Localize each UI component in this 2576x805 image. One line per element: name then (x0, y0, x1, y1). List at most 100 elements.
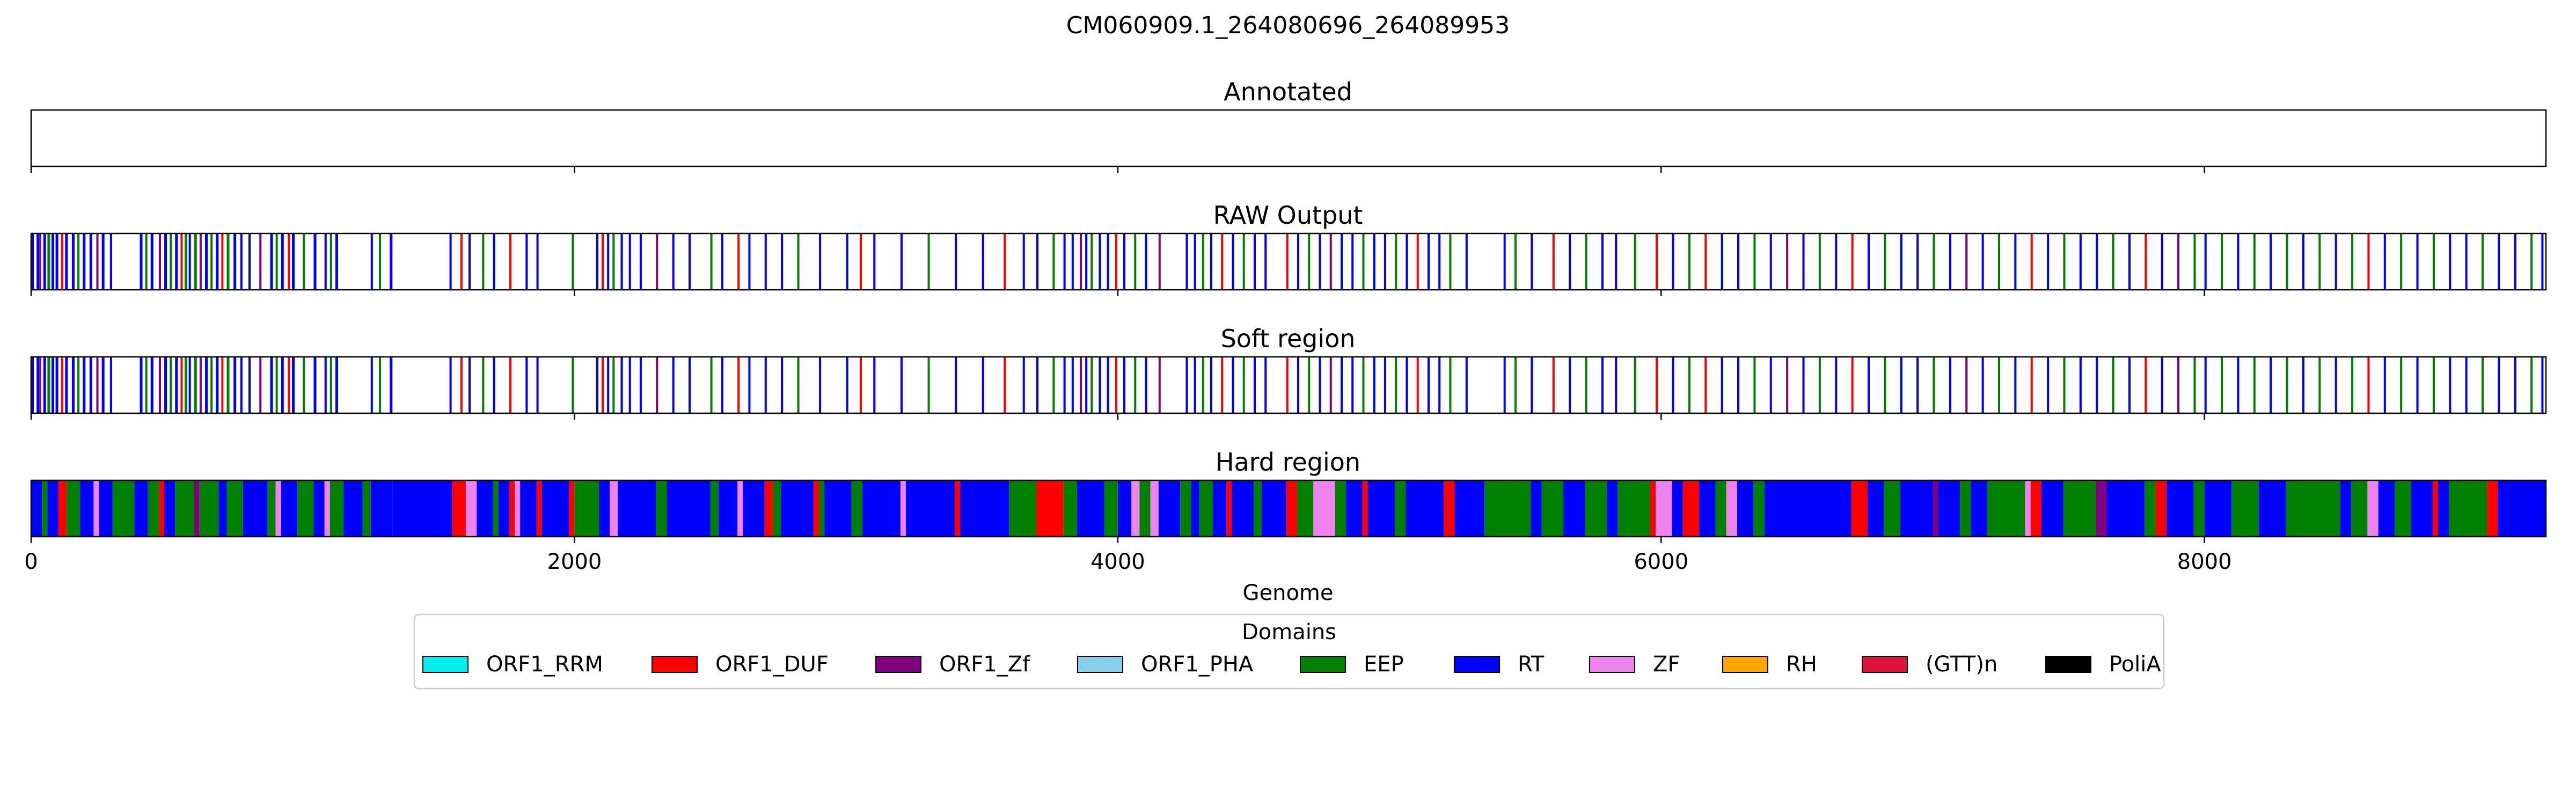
x-tick-label: 0 (24, 550, 38, 574)
domain-segment (1753, 480, 1765, 537)
domain-segment (743, 480, 765, 537)
domain-segment (1503, 357, 1506, 413)
domain-segment (2204, 233, 2207, 290)
domain-segment (89, 357, 92, 413)
domain-segment (2351, 357, 2354, 413)
domain-segment (210, 357, 213, 413)
domain-segment (667, 480, 711, 537)
legend-entry: ORF1_DUF (652, 652, 829, 677)
track-annotated: Annotated (30, 77, 2547, 173)
domain-segment (313, 480, 325, 537)
domain-segment (1123, 233, 1126, 290)
domain-segment (1769, 233, 1772, 290)
domain-segment (764, 480, 773, 537)
legend-swatch (875, 656, 921, 673)
domain-segment (1221, 233, 1224, 290)
domain-segment (2416, 357, 2419, 413)
domain-segment (1232, 233, 1234, 290)
domain-segment (288, 357, 290, 413)
legend-swatch (422, 656, 469, 673)
domain-segment (1406, 357, 1408, 413)
domain-segment (1180, 480, 1191, 537)
legend-entry: RH (1722, 652, 1817, 677)
domain-segment (221, 357, 224, 413)
domain-segment (1416, 233, 1419, 290)
domain-segment (1340, 357, 1343, 413)
domain-segment (2258, 480, 2286, 537)
domain-segment (2063, 480, 2096, 537)
domain-segment (99, 480, 113, 537)
domain-segment (1213, 480, 1227, 537)
domain-segment (2482, 357, 2484, 413)
domain-segment (1981, 357, 1984, 413)
domain-segment (370, 480, 393, 537)
domain-segment (150, 357, 153, 413)
domain-segment (515, 480, 521, 537)
legend-label: (GTT)n (1926, 652, 1997, 677)
domain-segment (469, 233, 471, 290)
domain-segment (1737, 480, 1754, 537)
domain-segment (639, 233, 642, 290)
domain-segment (188, 357, 191, 413)
domain-segment (574, 480, 599, 537)
legend-label: PoliA (2109, 652, 2161, 677)
domain-segment (39, 233, 41, 290)
domain-segment (1036, 233, 1039, 290)
domain-segment (2530, 357, 2533, 413)
domain-segment (204, 357, 208, 413)
domain-segment (1987, 480, 2025, 537)
domain-segment (1786, 357, 1789, 413)
domain-segment (140, 233, 143, 290)
legend: Domains ORF1_RRM ORF1_DUF ORF1_Zf ORF1_PHA EE… (413, 613, 2165, 690)
domain-segment (270, 233, 273, 290)
domain-segment (1139, 480, 1151, 537)
domain-segment (291, 233, 295, 290)
domain-segment (572, 357, 574, 413)
domain-segment (83, 233, 86, 290)
domain-segment (781, 357, 784, 413)
track-title: RAW Output (1213, 201, 1363, 230)
domain-segment (1851, 233, 1854, 290)
legend-label: ORF1_Zf (939, 652, 1030, 677)
domain-segment (2145, 357, 2147, 413)
domain-segment (1465, 233, 1468, 290)
domain-segment (1615, 233, 1618, 290)
domain-segment (2498, 233, 2500, 290)
domain-segment (335, 357, 339, 413)
domain-segment (607, 357, 610, 413)
domain-segment (2270, 357, 2272, 413)
domain-segment (748, 357, 751, 413)
domain-segment (378, 357, 382, 413)
domain-segment (303, 233, 305, 290)
domain-segment (1884, 233, 1886, 290)
domain-segment (1362, 357, 1365, 413)
domain-segment (1384, 233, 1386, 290)
domain-segment (2106, 480, 2145, 537)
domain-segment (89, 233, 92, 290)
domain-segment (1091, 357, 1093, 413)
domain-segment (1900, 357, 1902, 413)
domain-segment (1997, 357, 2001, 413)
domain-segment (1503, 233, 1506, 290)
domain-segment (1531, 233, 1533, 290)
domain-segment (51, 357, 55, 413)
domain-segment (324, 357, 327, 413)
domain-segment (270, 357, 273, 413)
domain-segment (2270, 233, 2272, 290)
track-title: Annotated (1224, 77, 1352, 106)
domain-segment (1704, 357, 1707, 413)
domain-segment (620, 357, 623, 413)
domain-segment (77, 357, 80, 413)
domain-segment (96, 233, 99, 290)
domain-segment (710, 357, 713, 413)
domain-segment (1514, 357, 1517, 413)
domain-segment (656, 480, 667, 537)
domain-segment (1158, 480, 1181, 537)
domain-segment (1373, 357, 1375, 413)
domain-segment (1232, 480, 1254, 537)
domain-segment (520, 480, 537, 537)
domain-segment (2112, 233, 2114, 290)
domain-segment (2145, 233, 2147, 290)
domain-segment (313, 357, 317, 413)
